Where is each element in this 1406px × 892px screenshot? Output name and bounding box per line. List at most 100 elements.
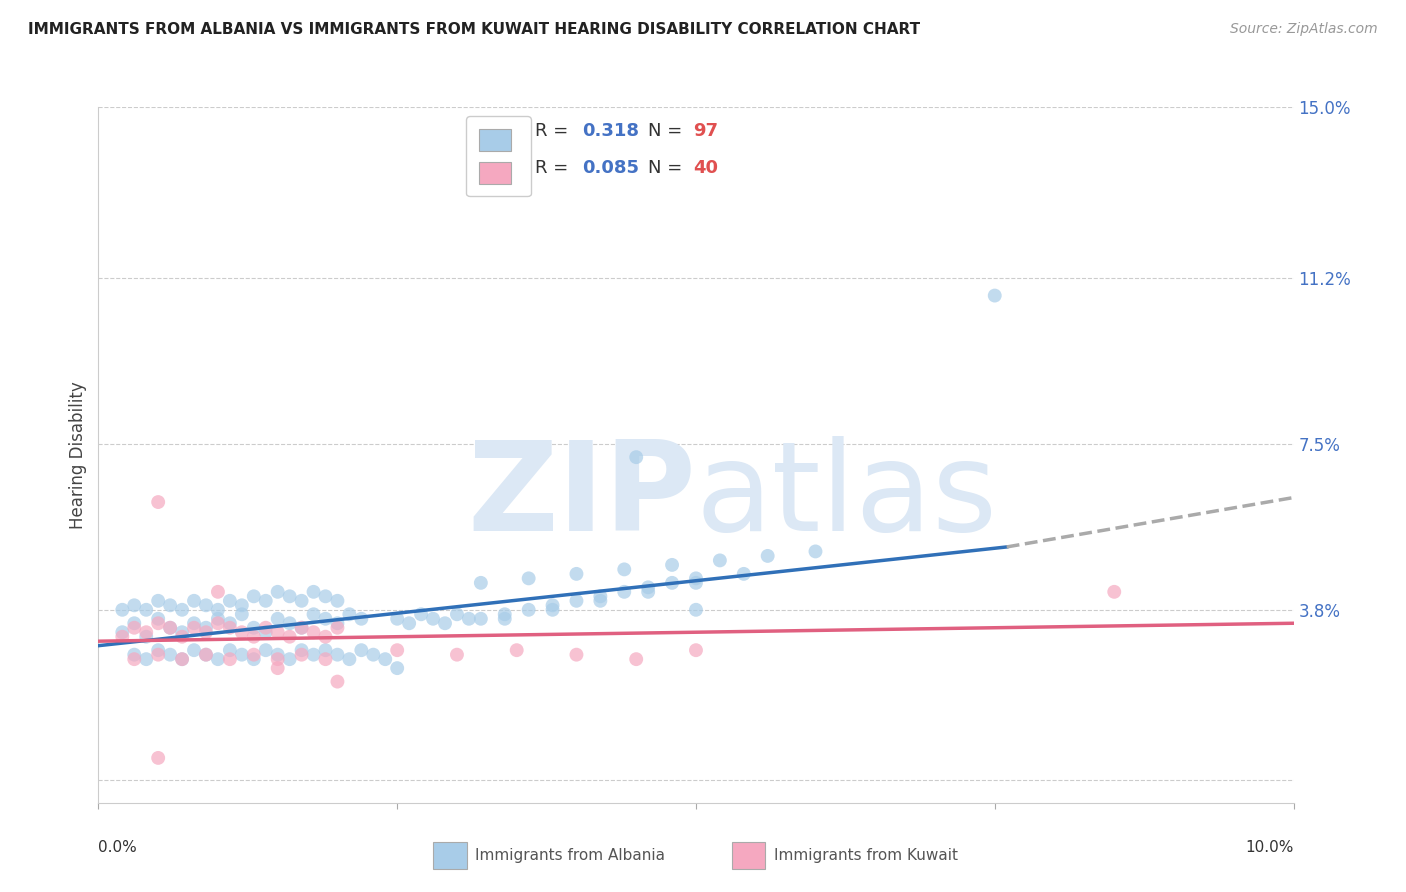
Text: Immigrants from Kuwait: Immigrants from Kuwait <box>773 848 957 863</box>
Point <box>278 590 301 604</box>
Point <box>565 566 588 581</box>
Text: IMMIGRANTS FROM ALBANIA VS IMMIGRANTS FROM KUWAIT HEARING DISABILITY CORRELATION: IMMIGRANTS FROM ALBANIA VS IMMIGRANTS FR… <box>28 22 921 37</box>
Point <box>661 558 683 572</box>
Text: 0.318: 0.318 <box>582 122 640 140</box>
Point <box>291 594 314 608</box>
Text: Source: ZipAtlas.com: Source: ZipAtlas.com <box>1230 22 1378 37</box>
Text: R =: R = <box>534 160 568 178</box>
Point <box>159 621 181 635</box>
Point <box>685 603 707 617</box>
Point <box>172 625 194 640</box>
Point <box>302 584 325 599</box>
Point <box>111 603 134 617</box>
Point <box>411 607 433 622</box>
Point <box>219 594 242 608</box>
Point <box>207 612 229 626</box>
Point <box>374 652 396 666</box>
Point <box>207 603 229 617</box>
Point <box>135 630 157 644</box>
Point <box>159 648 181 662</box>
Point <box>135 603 157 617</box>
Point <box>195 599 218 613</box>
Point <box>254 643 277 657</box>
Point <box>172 652 194 666</box>
Point <box>315 612 337 626</box>
Point <box>183 616 205 631</box>
Point <box>243 590 266 604</box>
Point <box>148 616 170 631</box>
Point <box>195 621 218 635</box>
Point <box>565 648 588 662</box>
Point <box>339 652 360 666</box>
FancyBboxPatch shape <box>733 842 765 869</box>
Point <box>243 652 266 666</box>
Point <box>326 594 349 608</box>
Point <box>231 607 253 622</box>
Text: 0.085: 0.085 <box>582 160 640 178</box>
Point <box>422 612 444 626</box>
Point <box>148 594 170 608</box>
Point <box>243 621 266 635</box>
Point <box>172 603 194 617</box>
Point <box>254 625 277 640</box>
Point <box>494 612 516 626</box>
Point <box>385 612 409 626</box>
Point <box>254 621 277 635</box>
Point <box>626 450 648 465</box>
Point <box>1104 584 1126 599</box>
Point <box>302 625 325 640</box>
Point <box>291 621 314 635</box>
Point <box>183 594 205 608</box>
Text: R =: R = <box>534 122 568 140</box>
Point <box>326 616 349 631</box>
Point <box>124 652 146 666</box>
Text: 0.0%: 0.0% <box>98 839 138 855</box>
Text: 40: 40 <box>693 160 718 178</box>
Point <box>506 643 529 657</box>
Text: N =: N = <box>648 160 682 178</box>
Point <box>756 549 779 563</box>
Point <box>494 607 516 622</box>
Point <box>278 630 301 644</box>
Point <box>302 607 325 622</box>
Point <box>135 625 157 640</box>
Point <box>446 648 468 662</box>
Point <box>541 603 564 617</box>
Point <box>267 652 290 666</box>
Point <box>385 643 409 657</box>
Point <box>219 643 242 657</box>
Point <box>243 648 266 662</box>
Point <box>183 621 205 635</box>
Point <box>195 625 218 640</box>
Point <box>267 661 290 675</box>
Point <box>350 612 373 626</box>
Point <box>984 288 1007 302</box>
Point <box>267 648 290 662</box>
Point <box>219 652 242 666</box>
Point <box>458 612 481 626</box>
Text: ZIP: ZIP <box>467 436 696 558</box>
Point <box>207 652 229 666</box>
FancyBboxPatch shape <box>433 842 467 869</box>
Point <box>434 616 457 631</box>
Point <box>111 630 134 644</box>
Point <box>291 648 314 662</box>
Point <box>291 621 314 635</box>
Point <box>398 616 420 631</box>
Point <box>302 648 325 662</box>
Point <box>685 643 707 657</box>
Point <box>278 616 301 631</box>
Point <box>267 625 290 640</box>
Point <box>315 630 337 644</box>
Point <box>637 584 659 599</box>
Point <box>326 621 349 635</box>
Point <box>207 616 229 631</box>
Point <box>148 648 170 662</box>
Point <box>148 495 170 509</box>
Point <box>124 599 146 613</box>
Point <box>315 652 337 666</box>
Point <box>315 590 337 604</box>
Point <box>326 674 349 689</box>
Point <box>243 630 266 644</box>
Point <box>613 584 636 599</box>
